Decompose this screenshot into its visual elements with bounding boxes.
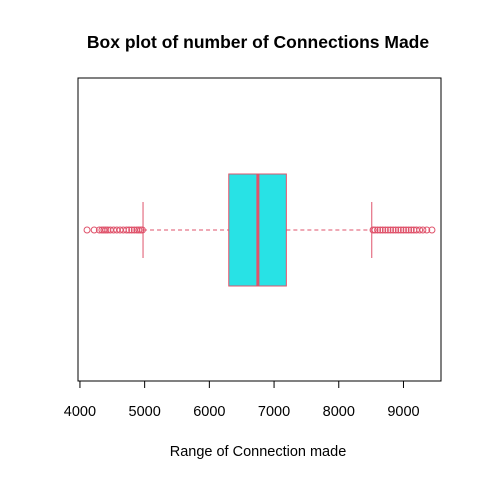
x-tick-label-8000: 8000 [323, 404, 355, 420]
outlier-high-point-0 [369, 226, 377, 234]
outlier-high-point-9 [392, 226, 400, 234]
outlier-high-point-19 [419, 226, 427, 234]
outlier-high-point-10 [394, 226, 402, 234]
outlier-high-point-7 [387, 226, 395, 234]
outlier-high-point-15 [407, 226, 415, 234]
outlier-low-point-19 [138, 226, 146, 234]
outlier-low-point-0 [83, 226, 91, 234]
outlier-high-point-8 [389, 226, 397, 234]
x-tick-label-4000: 4000 [64, 404, 96, 420]
outlier-low-point-12 [123, 226, 131, 234]
outlier-high-point-3 [376, 226, 384, 234]
outlier-high-point-11 [397, 226, 405, 234]
outlier-low-point-1 [90, 226, 98, 234]
outlier-low-point-17 [135, 226, 143, 234]
plot-marks [83, 173, 436, 287]
outlier-high-point-5 [381, 226, 389, 234]
outlier-low-point-5 [102, 226, 110, 234]
outlier-high-point-6 [384, 226, 392, 234]
outlier-low-point-13 [125, 226, 133, 234]
outlier-high-point-4 [379, 226, 387, 234]
x-tick-label-5000: 5000 [129, 404, 161, 420]
x-axis: 4000 5000 6000 7000 8000 9000 [64, 380, 420, 420]
x-axis-label: Range of Connection made [170, 444, 347, 460]
x-tick-label-7000: 7000 [258, 404, 290, 420]
outlier-high-point-13 [402, 226, 410, 234]
outlier-high-point-2 [374, 226, 382, 234]
x-tick-label-6000: 6000 [193, 404, 225, 420]
outlier-high-point-1 [371, 226, 379, 234]
outlier-high-point-20 [423, 226, 431, 234]
outlier-low-point-14 [128, 226, 136, 234]
outlier-high-point-18 [416, 226, 424, 234]
x-tick-label-9000: 9000 [387, 404, 419, 420]
outlier-high-point-14 [405, 226, 413, 234]
outlier-high-point-12 [399, 226, 407, 234]
outlier-high-point-21 [428, 226, 436, 234]
chart-title: Box plot of number of Connections Made [87, 32, 429, 52]
